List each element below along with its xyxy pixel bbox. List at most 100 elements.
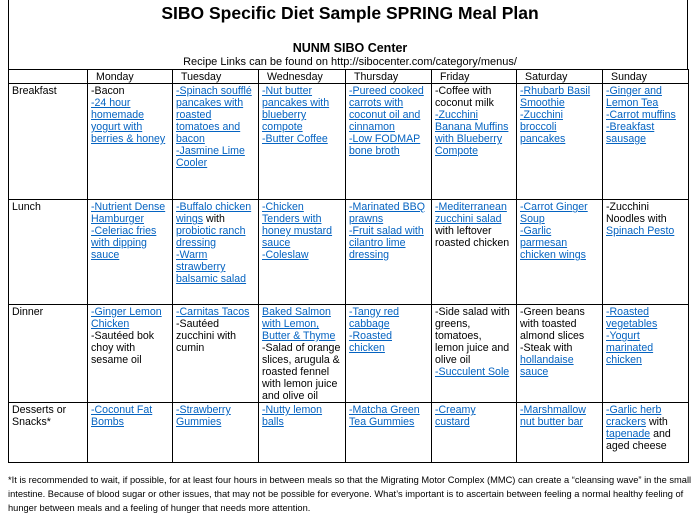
- recipe-link[interactable]: -Marinated BBQ prawns: [349, 201, 425, 225]
- recipe-link[interactable]: probiotic ranch dressing: [176, 225, 246, 249]
- meal-cell: -Mediterranean zucchini salad with lefto…: [431, 199, 517, 305]
- page-title: SIBO Specific Diet Sample SPRING Meal Pl…: [161, 3, 539, 23]
- meal-cell: -Nut butter pancakes with blueberry comp…: [258, 83, 346, 200]
- recipe-link[interactable]: -Warm strawberry balsamic salad: [176, 249, 247, 285]
- meal-entry: -Sautéed bok choy with sesame oil: [91, 330, 169, 366]
- recipe-link[interactable]: -Matcha Green Tea Gummies: [349, 404, 420, 428]
- recipe-link[interactable]: -Creamy custard: [435, 404, 476, 428]
- meal-plan-table: Monday Tuesday Wednesday Thursday Friday Satu…: [8, 69, 689, 463]
- recipe-link[interactable]: -Coconut Fat Bombs: [91, 404, 153, 428]
- day-header-thursday: Thursday: [345, 69, 432, 84]
- recipe-link[interactable]: -Rhubarb Basil Smoothie: [520, 85, 591, 109]
- recipe-link[interactable]: -Yogurt marinated chicken: [606, 330, 654, 366]
- recipe-link[interactable]: -Carrot muffins: [606, 109, 676, 121]
- meal-entry: -Rhubarb Basil Smoothie: [520, 85, 599, 109]
- meal-entry: -Garlic parmesan chicken wings: [520, 225, 599, 261]
- meal-entry: -Celeriac fries with dipping sauce: [91, 225, 169, 261]
- recipe-link[interactable]: -Garlic herb crackers: [606, 404, 662, 428]
- meal-text: with leftover roasted chicken: [435, 225, 510, 249]
- meal-entry: -Chicken Tenders with honey mustard sauc…: [262, 201, 342, 249]
- meal-plan-body: Monday Tuesday Wednesday Thursday Friday Satu…: [8, 69, 689, 463]
- recipe-link[interactable]: -Pureed cooked carrots with coconut oil …: [349, 85, 424, 133]
- meal-entry: -Fruit salad with cilantro lime dressing: [349, 225, 428, 261]
- meal-cell: -Garlic herb crackers with tapenade and …: [602, 402, 689, 463]
- meal-cell: -Strawberry Gummies: [172, 402, 259, 463]
- meal-entry: -Creamy custard: [435, 404, 513, 428]
- meal-cell: -Ginger Lemon Chicken -Sautéed bok choy w…: [87, 304, 173, 403]
- recipe-link[interactable]: -Chicken Tenders with honey mustard sauc…: [262, 201, 333, 249]
- meal-entry: -Strawberry Gummies: [176, 404, 255, 428]
- meal-text: -Salad of orange slices, arugula & roast…: [262, 342, 341, 402]
- recipe-link[interactable]: -Low FODMAP bone broth: [349, 133, 421, 157]
- recipe-link[interactable]: -Mediterranean zucchini salad: [435, 201, 507, 225]
- recipe-link[interactable]: -Breakfast sausage: [606, 121, 655, 145]
- meal-cell: -Rhubarb Basil Smoothie -Zucchini broccol…: [516, 83, 603, 200]
- recipe-link[interactable]: Spinach Pesto: [606, 225, 675, 237]
- recipe-link[interactable]: -Garlic parmesan chicken wings: [520, 225, 586, 261]
- meal-entry: -Yogurt marinated chicken: [606, 330, 685, 366]
- meal-cell: -Creamy custard: [431, 402, 517, 463]
- recipe-link[interactable]: -Coleslaw: [262, 249, 309, 261]
- meal-entry: -24 hour homemade yogurt with berries & …: [91, 97, 169, 145]
- recipe-link[interactable]: -Spinach soufflé pancakes with roasted t…: [176, 85, 252, 145]
- meal-cell: -Pureed cooked carrots with coconut oil …: [345, 83, 432, 200]
- recipe-link[interactable]: -Roasted chicken: [349, 330, 392, 354]
- recipe-link[interactable]: -Fruit salad with cilantro lime dressing: [349, 225, 424, 261]
- recipe-link[interactable]: -Marshmallow nut butter bar: [520, 404, 586, 428]
- meal-entry: -Warm strawberry balsamic salad: [176, 249, 255, 285]
- meal-entry: -Carnitas Tacos: [176, 306, 255, 318]
- meal-entry: -Steak with hollandaise sauce: [520, 342, 599, 378]
- meal-entry: -Zucchini Banana Muffins with Blueberry …: [435, 109, 513, 157]
- day-header-row: Monday Tuesday Wednesday Thursday Friday Satu…: [8, 69, 689, 84]
- recipe-link[interactable]: hollandaise sauce: [520, 354, 574, 378]
- recipe-link[interactable]: -Zucchini Banana Muffins with Blueberry …: [435, 109, 509, 157]
- meal-cell: -Spinach soufflé pancakes with roasted t…: [172, 83, 259, 200]
- recipe-link[interactable]: -Nut butter pancakes with blueberry comp…: [262, 85, 330, 133]
- meal-row-lunch: Lunch -Nutrient Dense Hamburger -Celeriac …: [8, 199, 689, 305]
- recipe-link[interactable]: -Tangy red cabbage: [349, 306, 400, 330]
- recipe-link[interactable]: -Butter Coffee: [262, 133, 328, 145]
- meal-cell: -Tangy red cabbage -Roasted chicken: [345, 304, 432, 403]
- recipe-link[interactable]: -Nutrient Dense Hamburger: [91, 201, 166, 225]
- meal-text: with: [203, 213, 225, 225]
- meal-cell: -Coconut Fat Bombs: [87, 402, 173, 463]
- recipe-link[interactable]: Baked Salmon with Lemon, Butter & Thyme: [262, 306, 336, 342]
- meal-entry: -Coleslaw: [262, 249, 342, 261]
- recipe-link[interactable]: -Strawberry Gummies: [176, 404, 231, 428]
- recipe-link[interactable]: -Zucchini broccoli pancakes: [520, 109, 566, 145]
- meal-entry: -Bacon: [91, 85, 169, 97]
- recipe-link[interactable]: -Ginger and Lemon Tea: [606, 85, 662, 109]
- recipe-link[interactable]: -Succulent Sole: [435, 366, 510, 378]
- recipe-link[interactable]: -Roasted vegetables: [606, 306, 658, 330]
- recipe-link[interactable]: tapenade: [606, 428, 651, 440]
- meal-entry: -Coffee with coconut milk: [435, 85, 513, 109]
- footnote: *It is recommended to wait, if possible,…: [8, 475, 692, 513]
- meal-row-breakfast: Breakfast -Bacon -24 hour homemade yogurt …: [8, 83, 689, 200]
- meal-entry: Baked Salmon with Lemon, Butter & Thyme: [262, 306, 342, 342]
- meal-entry: -Zucchini Noodles with Spinach Pesto: [606, 201, 685, 237]
- day-header-friday: Friday: [431, 69, 517, 84]
- meal-entry: -Zucchini broccoli pancakes: [520, 109, 599, 145]
- meal-text: -Zucchini Noodles with: [606, 201, 667, 225]
- recipe-link[interactable]: -Buffalo chicken wings: [176, 201, 252, 225]
- recipe-link[interactable]: -Carrot Ginger Soup: [520, 201, 588, 225]
- meal-row-label: Dinner: [8, 304, 88, 403]
- page-subtitle: NUNM SIBO Center: [292, 41, 408, 55]
- meal-text: -Sautéed zucchini with cumin: [176, 318, 237, 354]
- day-header-tuesday: Tuesday: [172, 69, 259, 84]
- recipe-link[interactable]: -Jasmine Lime Cooler: [176, 145, 245, 169]
- meal-entry: -Coconut Fat Bombs: [91, 404, 169, 428]
- recipe-link[interactable]: -Celeriac fries with dipping sauce: [91, 225, 157, 261]
- meal-text: -Sautéed bok choy with sesame oil: [91, 330, 155, 366]
- recipe-link[interactable]: -Carnitas Tacos: [176, 306, 250, 318]
- recipe-link[interactable]: -24 hour homemade yogurt with berries & …: [91, 97, 166, 145]
- day-header-sunday: Sunday: [602, 69, 689, 84]
- recipe-link[interactable]: -Nutty lemon balls: [262, 404, 323, 428]
- meal-text: -Steak with: [520, 342, 573, 354]
- recipe-link[interactable]: -Ginger Lemon Chicken: [91, 306, 162, 330]
- meal-cell: -Coffee with coconut milk -Zucchini Banan…: [431, 83, 517, 200]
- meal-entry: -Carrot Ginger Soup: [520, 201, 599, 225]
- meal-row-dinner: Dinner -Ginger Lemon Chicken -Sautéed bok …: [8, 304, 689, 403]
- recipe-links-line: Recipe Links can be found on http://sibo…: [183, 56, 517, 68]
